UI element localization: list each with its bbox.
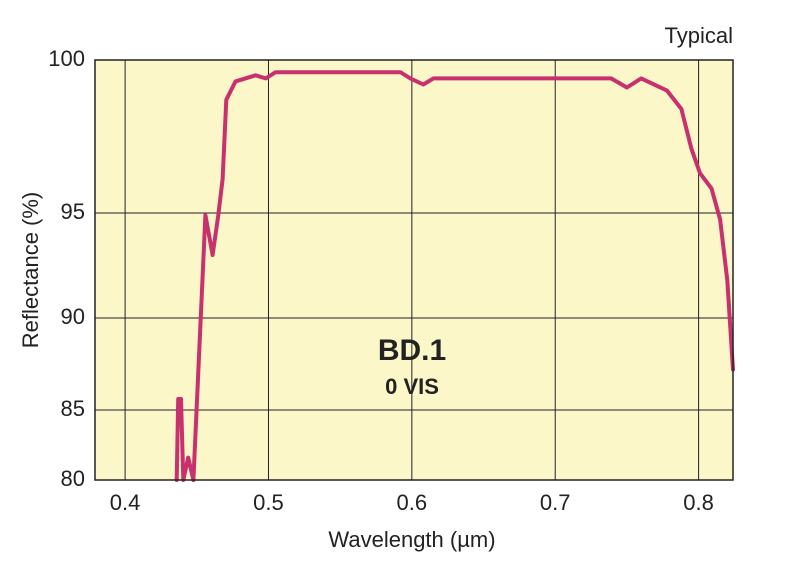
y-tick-label: 95 bbox=[61, 199, 85, 224]
y-tick-label: 90 bbox=[61, 304, 85, 329]
x-tick-label: 0.6 bbox=[397, 490, 428, 515]
y-axis-label: Reflectance (%) bbox=[18, 192, 43, 349]
chart-title: Typical bbox=[665, 23, 733, 48]
x-tick-label: 0.4 bbox=[110, 490, 141, 515]
y-tick-label: 100 bbox=[48, 46, 85, 71]
x-tick-label: 0.8 bbox=[683, 490, 714, 515]
y-tick-label: 80 bbox=[61, 466, 85, 491]
plot-background bbox=[95, 60, 733, 480]
x-tick-label: 0.7 bbox=[540, 490, 571, 515]
x-tick-label: 0.5 bbox=[253, 490, 284, 515]
y-tick-label: 85 bbox=[61, 396, 85, 421]
x-axis-label: Wavelength (µm) bbox=[328, 527, 495, 552]
annotation: 0 VIS bbox=[385, 374, 439, 399]
annotation: BD.1 bbox=[378, 334, 446, 367]
plot-frame bbox=[94, 59, 734, 481]
